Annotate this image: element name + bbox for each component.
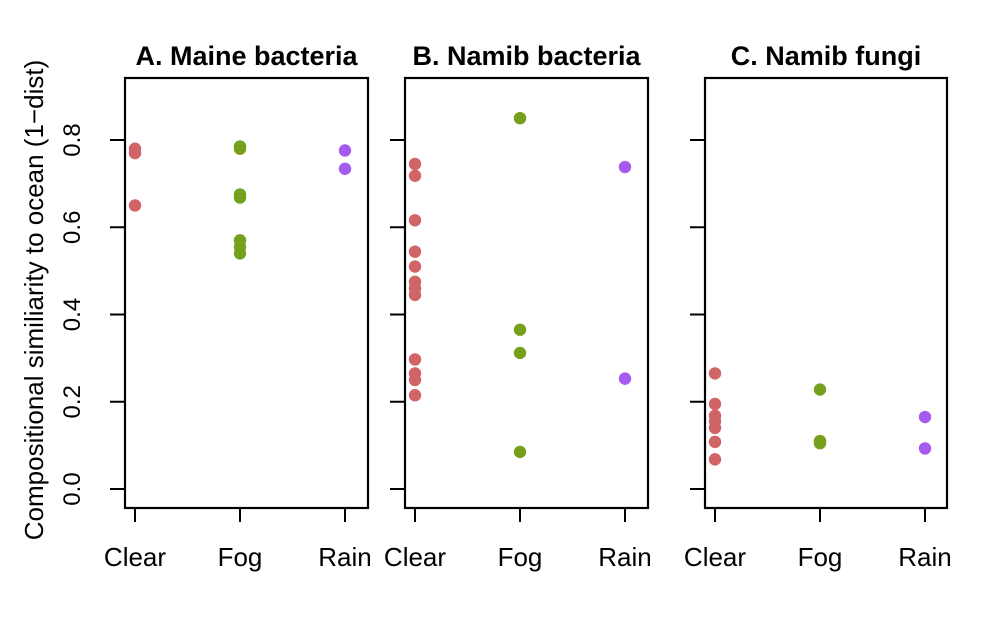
x-tick-label: Rain: [598, 542, 651, 572]
y-tick-label: 0.6: [59, 211, 86, 244]
data-point: [618, 160, 632, 174]
y-tick-label: 0.4: [59, 298, 86, 331]
data-point: [813, 436, 827, 450]
panel-title: B. Namib bacteria: [412, 41, 641, 71]
data-point: [708, 367, 722, 380]
data-point: [408, 373, 422, 387]
data-point: [128, 146, 142, 160]
data-point: [618, 372, 632, 385]
x-tick-label: Fog: [218, 542, 263, 572]
x-tick-label: Fog: [798, 542, 843, 572]
data-point: [128, 199, 142, 212]
x-tick-label: Fog: [498, 542, 543, 572]
data-point: [708, 421, 722, 435]
x-tick-label: Clear: [104, 542, 166, 572]
data-point: [233, 247, 247, 260]
data-point: [513, 346, 527, 360]
data-point: [708, 435, 722, 449]
panel-frame: [403, 76, 650, 510]
data-point: [408, 169, 422, 182]
data-point: [338, 144, 352, 157]
y-axis-label: Compositional similiarity to ocean (1−di…: [19, 60, 49, 540]
data-point: [408, 260, 422, 273]
panel-title: C. Namib fungi: [731, 41, 922, 71]
x-tick-label: Rain: [898, 542, 951, 572]
y-tick-label: 0.2: [59, 385, 86, 418]
data-point: [513, 445, 527, 459]
data-point: [408, 245, 422, 258]
x-tick-label: Clear: [384, 542, 446, 572]
data-point: [408, 389, 422, 402]
data-point: [408, 157, 422, 171]
data-point: [708, 397, 722, 411]
data-point: [813, 383, 827, 396]
panel-frame: [123, 76, 370, 510]
x-tick-label: Rain: [318, 542, 371, 572]
data-point: [708, 453, 722, 466]
data-point: [513, 111, 527, 125]
data-point: [408, 214, 422, 227]
data-point: [918, 442, 932, 455]
y-tick-label: 0.0: [59, 472, 86, 505]
data-point: [408, 353, 422, 366]
data-point: [918, 410, 932, 424]
data-point: [233, 142, 247, 155]
y-tick-label: 0.8: [59, 123, 86, 156]
data-point: [408, 288, 422, 302]
data-point: [233, 191, 247, 204]
panel-title: A. Maine bacteria: [135, 41, 358, 71]
data-point: [338, 162, 352, 175]
data-point: [513, 323, 527, 336]
x-tick-label: Clear: [684, 542, 746, 572]
